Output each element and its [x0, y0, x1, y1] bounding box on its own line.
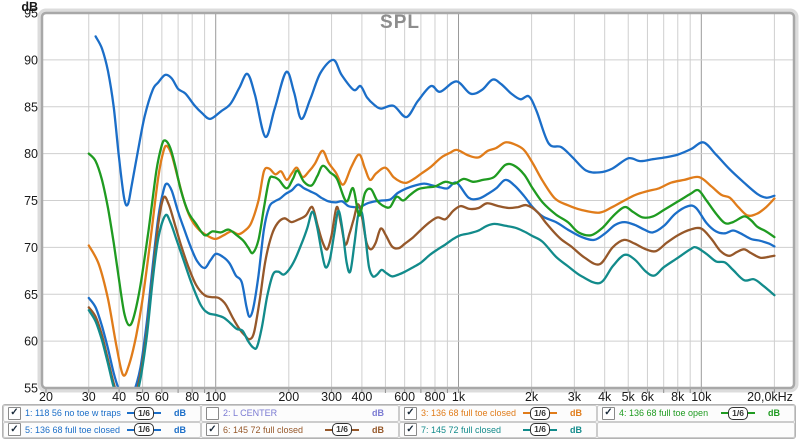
trace-1-checkbox[interactable]: ✓ [8, 406, 21, 420]
x-tick-label: 300 [321, 390, 342, 404]
trace-1-unit: dB [174, 408, 186, 419]
x-tick-label: 4k [598, 390, 612, 404]
trace-4-label: 4: 136 68 full toe open [619, 408, 709, 419]
trace-1-label: 1: 118 56 no toe w traps [25, 408, 121, 419]
x-tick-label: 20,0kHz [747, 390, 793, 404]
legend-empty-cell [597, 421, 795, 438]
trace-7-smoothing-badge[interactable]: 1/6 [523, 423, 557, 437]
trace-lines [87, 35, 776, 387]
trace-line-sample [550, 412, 557, 415]
trace-6-checkbox[interactable]: ✓ [206, 423, 219, 437]
smoothing-value: 1/6 [332, 423, 352, 437]
trace-4-path [87, 139, 776, 327]
smoothing-value: 1/6 [134, 423, 154, 437]
legend-item-4[interactable]: ✓ 4: 136 68 full toe open 1/6 dB [597, 405, 795, 422]
trace-line-sample [748, 412, 755, 415]
trace-line-sample [352, 428, 359, 431]
trace-5-path [87, 178, 776, 387]
x-tick-label: 100 [205, 390, 226, 404]
x-tick-label: 80 [185, 390, 199, 404]
trace-6-label: 6: 145 72 full closed [223, 424, 304, 435]
y-tick-label: 55 [24, 382, 38, 396]
trace-line-sample [523, 428, 531, 431]
trace-7-unit: dB [570, 424, 582, 435]
x-tick-marks [45, 389, 775, 393]
x-tick-label: 8k [671, 390, 685, 404]
smoothing-value: 1/6 [728, 406, 748, 420]
x-tick-label: 20 [39, 390, 53, 404]
x-tick-label: 3k [568, 390, 582, 404]
x-tick-label: 1k [452, 390, 466, 404]
x-tick-label: 30 [82, 390, 96, 404]
trace-line-sample [127, 412, 135, 415]
smoothing-value: 1/6 [134, 406, 154, 420]
legend-panel: ✓ 1: 118 56 no toe w traps 1/6 dB 2: L CENTE… [2, 404, 796, 439]
x-tick-label: 800 [425, 390, 446, 404]
trace-line-sample [154, 412, 161, 415]
y-tick-label: 60 [24, 335, 38, 349]
trace-3-smoothing-badge[interactable]: 1/6 [523, 406, 557, 420]
x-axis-labels: 20 30 40 50 60 80 100 200 300 400 600 800 1k 2k 3k 4k 5k… [39, 390, 793, 404]
y-tick-label: 85 [24, 100, 38, 114]
trace-5-label: 5: 136 68 full toe closed [25, 424, 121, 435]
legend-item-6[interactable]: ✓ 6: 145 72 full closed 1/6 dB [201, 421, 399, 438]
x-tick-label: 50 [136, 390, 150, 404]
trace-5-checkbox[interactable]: ✓ [8, 423, 21, 437]
trace-4-unit: dB [768, 408, 780, 419]
y-axis-unit: dB [21, 0, 38, 14]
trace-line-sample [154, 428, 161, 431]
plot-frame [40, 11, 796, 390]
x-tick-label: 2k [525, 390, 539, 404]
y-tick-label: 90 [24, 53, 38, 67]
smoothing-value: 1/6 [530, 423, 550, 437]
legend-item-5[interactable]: ✓ 5: 136 68 full toe closed 1/6 dB [3, 421, 201, 438]
trace-7-checkbox[interactable]: ✓ [404, 423, 417, 437]
plot-frame-halo [37, 8, 799, 393]
trace-6-unit: dB [372, 424, 384, 435]
x-tick-label: 600 [394, 390, 415, 404]
trace-line-sample [550, 428, 557, 431]
trace-5-unit: dB [174, 424, 186, 435]
y-tick-label: 95 [24, 7, 38, 21]
x-tick-label: 60 [155, 390, 169, 404]
legend-item-3[interactable]: ✓ 3: 136 68 full toe closed 1/6 dB [399, 405, 597, 422]
trace-6-smoothing-badge[interactable]: 1/6 [325, 423, 359, 437]
trace-4-smoothing-badge[interactable]: 1/6 [721, 406, 755, 420]
legend-item-2[interactable]: 2: L CENTER dB [201, 405, 399, 422]
x-tick-label: 5k [622, 390, 636, 404]
legend-item-7[interactable]: ✓ 7: 145 72 full closed 1/6 dB [399, 421, 597, 438]
trace-2-label: 2: L CENTER [223, 408, 278, 419]
trace-3-label: 3: 136 68 full toe closed [421, 408, 517, 419]
trace-3-unit: dB [570, 408, 582, 419]
trace-3-checkbox[interactable]: ✓ [404, 406, 417, 420]
y-tick-label: 80 [24, 147, 38, 161]
trace-2-unit: dB [372, 408, 384, 419]
y-tick-label: 70 [24, 241, 38, 255]
trace-line-sample [127, 428, 135, 431]
x-tick-label: 400 [351, 390, 372, 404]
y-tick-label: 65 [24, 288, 38, 302]
legend-item-1[interactable]: ✓ 1: 118 56 no toe w traps 1/6 dB [3, 405, 201, 422]
trace-line-sample [523, 412, 531, 415]
x-tick-label: 200 [278, 390, 299, 404]
y-tick-label: 75 [24, 194, 38, 208]
x-tick-label: 40 [112, 390, 126, 404]
trace-1-smoothing-badge[interactable]: 1/6 [127, 406, 161, 420]
trace-2-checkbox[interactable] [206, 406, 219, 420]
trace-line-sample [721, 412, 729, 415]
smoothing-value: 1/6 [530, 406, 550, 420]
x-tick-label: 10k [691, 390, 712, 404]
trace-7-label: 7: 145 72 full closed [421, 424, 502, 435]
trace-7-path [87, 209, 776, 387]
trace-5-smoothing-badge[interactable]: 1/6 [127, 423, 161, 437]
trace-4-checkbox[interactable]: ✓ [602, 406, 615, 420]
trace-line-sample [325, 428, 333, 431]
x-tick-label: 6k [641, 390, 655, 404]
trace-1-path [94, 35, 776, 207]
